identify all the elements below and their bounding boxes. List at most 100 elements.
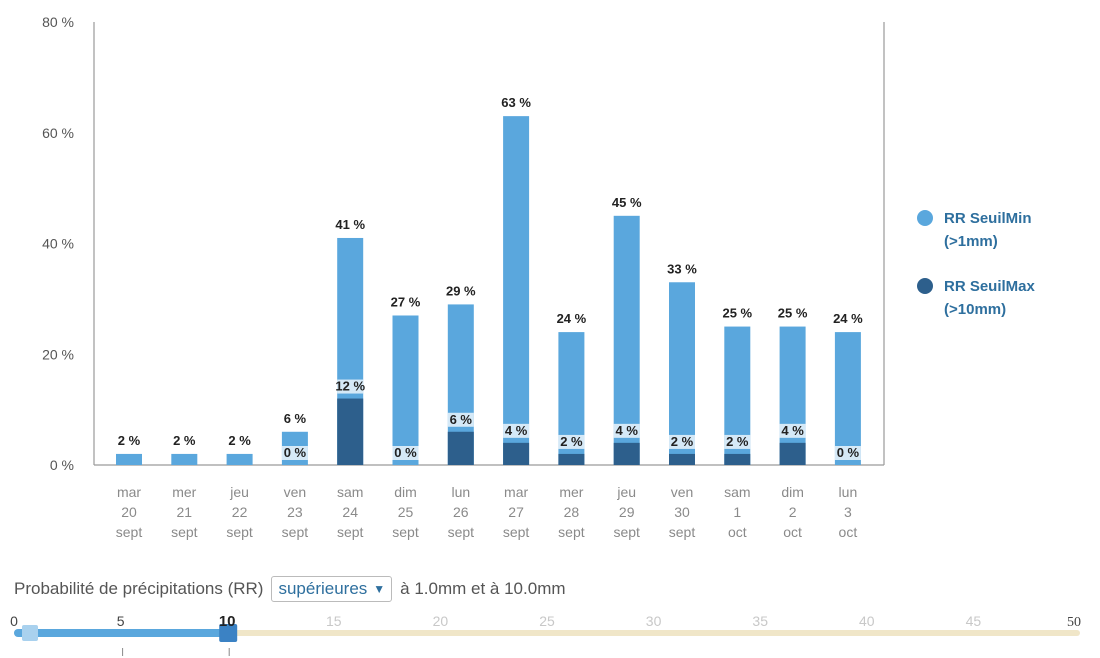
data-label-seuilmax: 2 % — [726, 434, 749, 449]
data-label-seuilmin: 25 % — [778, 306, 808, 321]
bar-seuilmax[interactable] — [669, 453, 695, 465]
data-label-seuilmin: 2 % — [173, 433, 196, 448]
bar-seuilmax[interactable] — [724, 453, 751, 465]
data-label-seuilmax: 4 % — [505, 423, 528, 438]
bar-seuilmin[interactable] — [503, 116, 530, 465]
x-tick-label: 1 — [733, 504, 741, 520]
y-tick-label: 20 % — [42, 346, 74, 362]
legend-marker — [917, 210, 933, 226]
data-label-seuilmin: 33 % — [667, 261, 697, 276]
x-tick-label: 27 — [508, 504, 524, 520]
threshold-slider[interactable]: 0 5 10 15 20 25 30 35 40 45 50 — [0, 610, 1100, 658]
data-label-bg — [558, 434, 585, 449]
data-label-seuilmin: 63 % — [501, 95, 531, 110]
legend-series-sub: (>1mm) — [944, 233, 998, 250]
data-label-seuilmin: 24 % — [557, 311, 587, 326]
x-tick-label: 28 — [564, 504, 580, 520]
x-tick-label: sept — [116, 524, 143, 540]
x-tick-label: sept — [448, 524, 475, 540]
legend-series-name: RR SeuilMin — [944, 210, 1032, 227]
bar-seuilmin[interactable] — [392, 315, 419, 465]
x-tick-label: 21 — [177, 504, 193, 520]
data-label-seuilmax: 12 % — [335, 379, 365, 394]
data-label-bg — [669, 434, 695, 449]
data-label-seuilmax: 4 % — [781, 423, 804, 438]
data-label-bg — [503, 423, 530, 438]
data-label-bg — [834, 446, 861, 460]
precipitation-controls: Probabilité de précipitations (RR) supér… — [14, 576, 566, 602]
threshold-select[interactable]: supérieures ▼ — [271, 576, 393, 602]
slider-track[interactable] — [14, 630, 1080, 636]
slider-min-handle[interactable] — [22, 625, 38, 641]
slider-tick-label: 35 — [752, 613, 768, 629]
bar-seuilmin[interactable] — [834, 332, 861, 465]
slider-tick-label: 10 — [219, 613, 236, 630]
x-tick-label: sept — [613, 524, 640, 540]
x-tick-label: sept — [282, 524, 309, 540]
data-label-bg — [724, 434, 751, 449]
x-tick-label: oct — [728, 524, 747, 540]
data-label-seuilmax: 2 % — [671, 434, 694, 449]
slider-tick-label: 30 — [646, 613, 662, 629]
x-tick-label: ven — [671, 484, 694, 500]
data-label-seuilmin: 27 % — [391, 294, 421, 309]
bar-seuilmin[interactable] — [171, 453, 198, 465]
bar-seuilmin[interactable] — [226, 453, 253, 465]
data-label-seuilmax: 4 % — [615, 423, 638, 438]
x-tick-label: dim — [394, 484, 417, 500]
bar-seuilmin[interactable] — [669, 282, 695, 465]
data-label-seuilmin: 24 % — [833, 311, 863, 326]
threshold-select-value: supérieures — [278, 579, 368, 598]
bar-seuilmax[interactable] — [558, 453, 585, 465]
data-label-seuilmin: 2 % — [228, 433, 251, 448]
slider-tick-label: 15 — [326, 613, 342, 629]
slider-active-range — [14, 629, 228, 637]
x-tick-label: dim — [781, 484, 804, 500]
x-tick-label: 29 — [619, 504, 635, 520]
x-tick-label: sept — [337, 524, 364, 540]
bar-seuilmax[interactable] — [779, 442, 806, 465]
controls-label-after: à 1.0mm et à 10.0mm — [400, 579, 566, 598]
x-tick-label: 25 — [398, 504, 414, 520]
bar-seuilmin[interactable] — [116, 453, 142, 465]
bar-seuilmin[interactable] — [613, 215, 640, 465]
bar-seuilmax[interactable] — [337, 398, 364, 465]
bar-seuilmax[interactable] — [503, 442, 530, 465]
data-label-seuilmax: 6 % — [450, 412, 473, 427]
x-tick-label: jeu — [616, 484, 636, 500]
slider-value-handle[interactable] — [219, 624, 238, 642]
x-tick-label: ven — [284, 484, 307, 500]
bar-seuilmax[interactable] — [447, 431, 474, 465]
x-tick-label: 26 — [453, 504, 469, 520]
data-label-seuilmax: 2 % — [560, 434, 583, 449]
y-tick-label: 40 % — [42, 236, 74, 252]
x-tick-label: mar — [117, 484, 141, 500]
slider-tick-label: 5 — [117, 613, 125, 629]
slider-tick-label: 45 — [966, 613, 982, 629]
x-tick-label: 22 — [232, 504, 248, 520]
data-label-bg — [337, 379, 364, 394]
x-tick-label: sam — [337, 484, 363, 500]
y-tick-label: 80 % — [42, 14, 74, 30]
x-tick-label: jeu — [229, 484, 249, 500]
data-label-seuilmin: 25 % — [722, 306, 752, 321]
x-tick-label: mar — [504, 484, 528, 500]
bar-seuilmin[interactable] — [779, 326, 806, 465]
chart-axes: 0 %20 %40 %60 %80 %mar20septmer21septjeu… — [42, 14, 885, 540]
x-tick-label: 30 — [674, 504, 690, 520]
x-tick-label: sept — [171, 524, 198, 540]
x-tick-label: sept — [558, 524, 585, 540]
x-tick-label: mer — [559, 484, 583, 500]
y-tick-label: 60 % — [42, 125, 74, 141]
chart-legend[interactable]: RR SeuilMin (>1mm) RR SeuilMax (>10mm) — [917, 210, 1036, 318]
legend-series-sub: (>10mm) — [944, 301, 1006, 318]
x-tick-label: sept — [669, 524, 696, 540]
x-tick-label: sept — [226, 524, 253, 540]
x-tick-label: 20 — [121, 504, 137, 520]
slider-tick-label: 0 — [10, 613, 18, 629]
bar-seuilmax[interactable] — [613, 442, 640, 465]
data-label-seuilmin: 41 % — [335, 217, 365, 232]
x-tick-label: sept — [503, 524, 530, 540]
x-tick-label: 24 — [342, 504, 358, 520]
x-tick-label: sept — [392, 524, 419, 540]
